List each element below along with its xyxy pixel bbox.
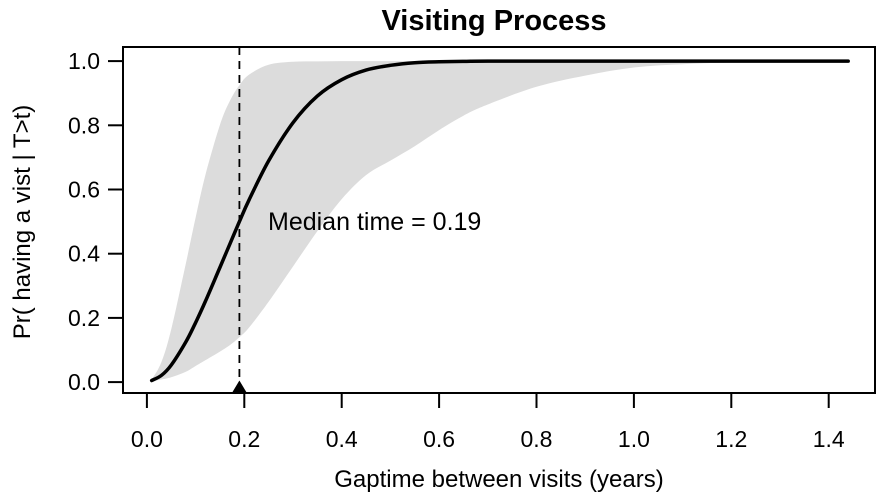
axis-tick-layer: 0.0 0.2 0.4 0.6 0.8 1.0 1.2 1.4 0.0 0.2 0.4 0.6 0.8 1… xyxy=(68,48,845,452)
y-tick-label: 0.6 xyxy=(68,177,100,203)
x-tick-label: 1.0 xyxy=(618,426,650,452)
y-tick-label: 0.0 xyxy=(68,369,100,395)
x-tick-label: 0.2 xyxy=(228,426,260,452)
y-tick-label: 0.4 xyxy=(68,241,100,267)
confidence-band xyxy=(151,61,857,382)
x-tick-label: 0.6 xyxy=(423,426,455,452)
y-tick-label: 0.8 xyxy=(68,112,100,138)
y-axis-label: Pr( having a vist | T>t) xyxy=(9,105,36,340)
y-tick-label: 0.2 xyxy=(68,305,100,331)
curve-layer xyxy=(149,59,850,383)
median-triangle-marker xyxy=(231,380,247,393)
median-layer xyxy=(231,47,247,393)
plot-box xyxy=(122,46,876,394)
x-tick-label: 0.4 xyxy=(326,426,358,452)
x-tick-label: 0.8 xyxy=(521,426,553,452)
x-axis-label: Gaptime between visits (years) xyxy=(334,466,663,493)
y-tick-label: 1.0 xyxy=(68,48,100,74)
survival-curve xyxy=(149,59,850,383)
x-tick-label: 1.2 xyxy=(715,426,747,452)
confidence-band-layer xyxy=(151,61,857,382)
x-tick-label: 0.0 xyxy=(131,426,163,452)
chart-title: Visiting Process xyxy=(381,5,606,37)
x-tick-label: 1.4 xyxy=(813,426,845,452)
median-annotation: Median time = 0.19 xyxy=(268,208,481,236)
